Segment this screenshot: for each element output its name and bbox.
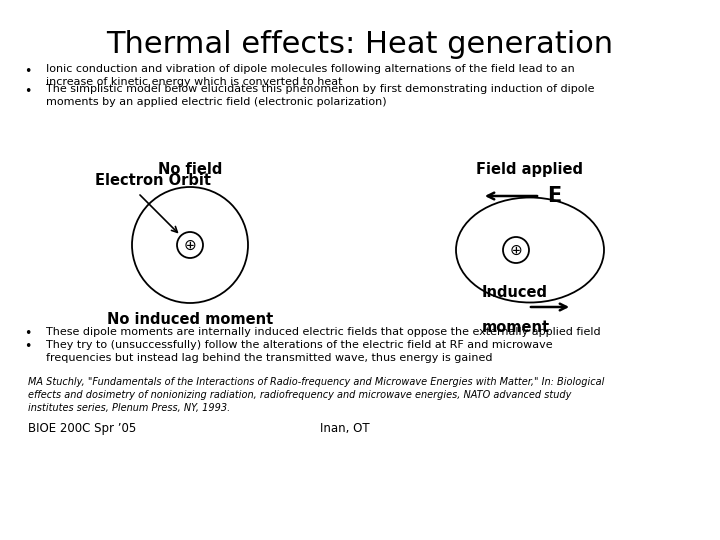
Text: ⊕: ⊕	[510, 242, 523, 258]
Text: E: E	[547, 186, 562, 206]
Text: Electron Orbit: Electron Orbit	[95, 173, 211, 188]
Text: No field: No field	[158, 162, 222, 177]
Text: No induced moment: No induced moment	[107, 312, 273, 327]
Text: They try to (unsuccessfully) follow the alterations of the electric field at RF : They try to (unsuccessfully) follow the …	[46, 340, 553, 363]
Text: •: •	[24, 65, 32, 78]
Text: Induced: Induced	[482, 285, 548, 300]
Text: moment: moment	[482, 320, 550, 335]
Text: Ionic conduction and vibration of dipole molecules following alternations of the: Ionic conduction and vibration of dipole…	[46, 64, 575, 87]
Text: The simplistic model below elucidates this phenomenon by first demonstrating ind: The simplistic model below elucidates th…	[46, 84, 595, 107]
Text: These dipole moments are internally induced electric fields that oppose the exte: These dipole moments are internally indu…	[46, 327, 600, 337]
Text: MA Stuchly, "Fundamentals of the Interactions of Radio-frequency and Microwave E: MA Stuchly, "Fundamentals of the Interac…	[28, 377, 604, 413]
Text: BIOE 200C Spr ’05: BIOE 200C Spr ’05	[28, 422, 136, 435]
Text: •: •	[24, 85, 32, 98]
Text: Thermal effects: Heat generation: Thermal effects: Heat generation	[107, 30, 613, 59]
Text: Inan, OT: Inan, OT	[320, 422, 369, 435]
Text: •: •	[24, 340, 32, 353]
Text: ⊕: ⊕	[184, 238, 197, 253]
Text: •: •	[24, 327, 32, 340]
Text: Field applied: Field applied	[477, 162, 583, 177]
